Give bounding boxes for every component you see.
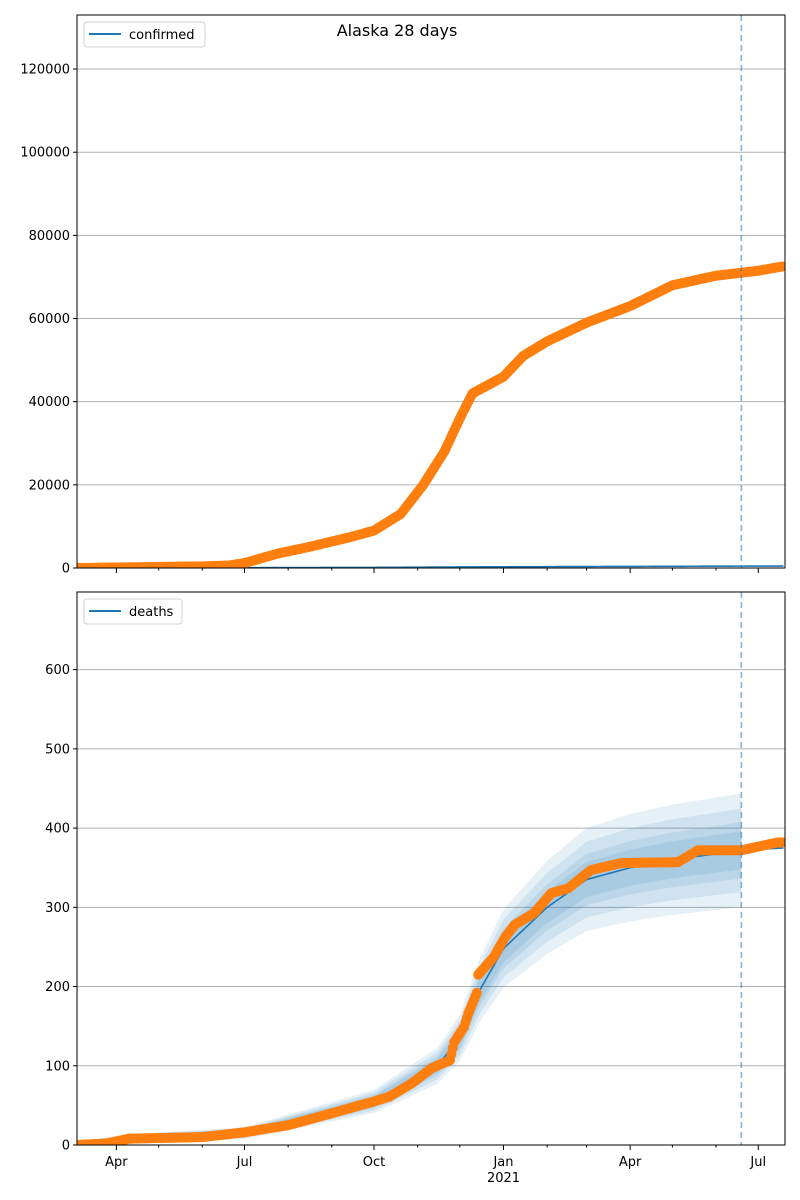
legend-box bbox=[83, 598, 183, 625]
y-tick-label: 40000 bbox=[29, 395, 70, 410]
observed-point bbox=[777, 261, 785, 272]
y-tick-label: 0 bbox=[62, 562, 70, 577]
chart-title: Alaska 28 days bbox=[337, 21, 458, 40]
x-tick-label: Apr bbox=[105, 1155, 128, 1170]
uncertainty-band bbox=[77, 822, 742, 1145]
y-tick-label: 100 bbox=[45, 1059, 70, 1074]
y-tick-label: 0 bbox=[62, 1139, 70, 1154]
observed-point bbox=[777, 837, 785, 848]
y-tick-label: 120000 bbox=[20, 63, 70, 78]
x-tick-label: Jul bbox=[236, 1155, 253, 1170]
uncertainty-band bbox=[77, 808, 742, 1145]
x-tick-label: Apr bbox=[619, 1155, 642, 1170]
y-tick-label: 500 bbox=[45, 742, 70, 757]
plot-area bbox=[77, 669, 785, 1145]
y-tick-label: 200 bbox=[45, 980, 70, 995]
axes-frame bbox=[76, 591, 786, 1146]
y-tick-label: 600 bbox=[45, 663, 70, 678]
x-tick-label: Jan bbox=[492, 1155, 513, 1170]
deaths-legend: deaths bbox=[83, 598, 183, 625]
confirmed-axes: 0 20000 40000 60000 80000 100000 120000 bbox=[20, 14, 786, 577]
legend-box bbox=[83, 21, 206, 48]
y-tick-label: 300 bbox=[45, 901, 70, 916]
confirmed-legend: confirmed bbox=[83, 21, 206, 48]
y-tick-label: 100000 bbox=[20, 146, 70, 161]
x-tick-label: Jul bbox=[749, 1155, 766, 1170]
deaths-axes: 0 100 200 300 400 500 600 bbox=[45, 591, 786, 1154]
plot-area bbox=[77, 68, 785, 568]
observed-point bbox=[471, 987, 482, 998]
legend-label: deaths bbox=[129, 605, 174, 620]
axes-frame bbox=[76, 14, 786, 569]
y-tick-label: 20000 bbox=[29, 478, 70, 493]
legend-label: confirmed bbox=[129, 28, 195, 43]
x-tick-label: Oct bbox=[363, 1155, 385, 1170]
y-tick-label: 60000 bbox=[29, 312, 70, 327]
y-tick-label: 80000 bbox=[29, 229, 70, 244]
x-tick-labels: Apr Jul Oct Jan Apr Jul 2021 bbox=[105, 1155, 766, 1186]
y-tick-label: 400 bbox=[45, 822, 70, 837]
x-tick-year-label: 2021 bbox=[487, 1171, 520, 1186]
